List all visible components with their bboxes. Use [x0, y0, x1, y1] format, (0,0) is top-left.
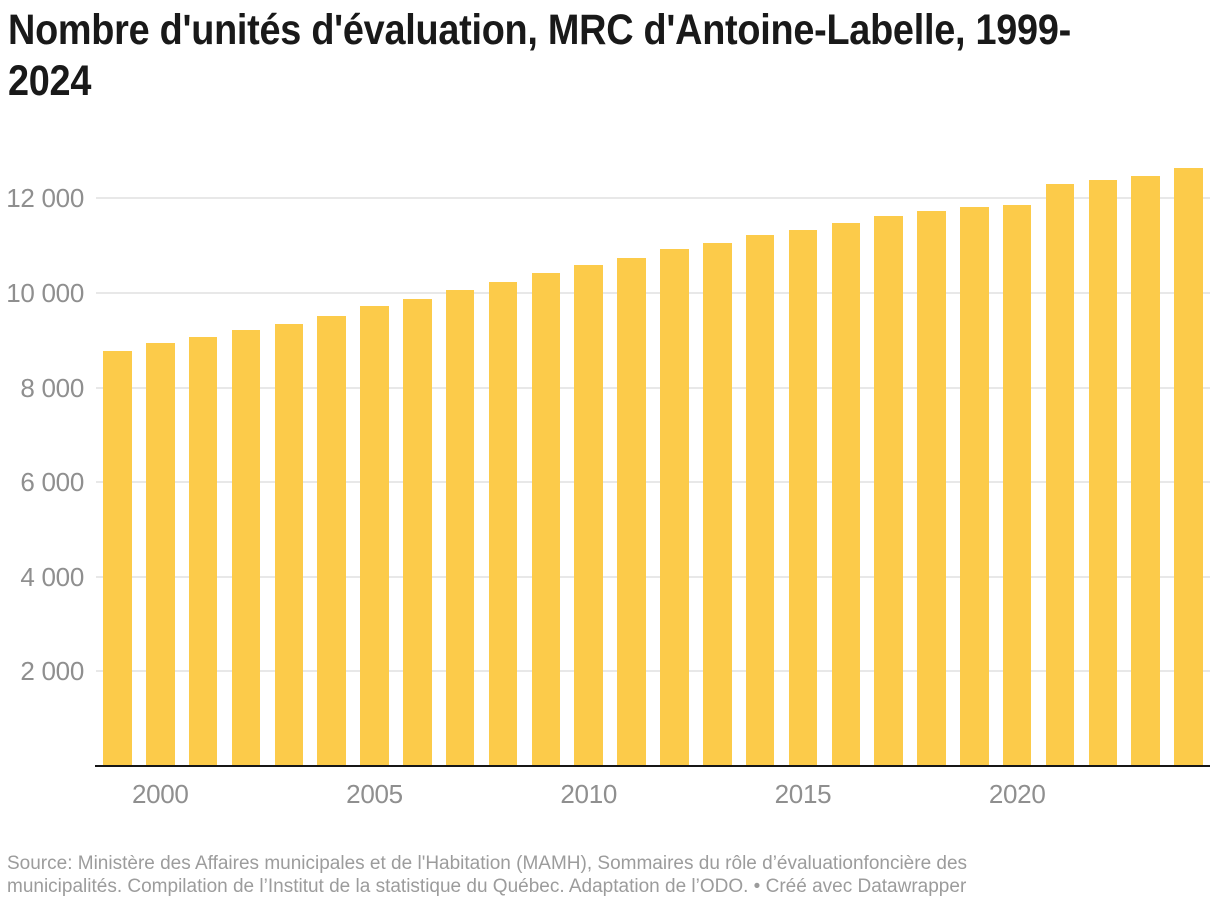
bar-2017[interactable]: [874, 215, 903, 766]
x-axis-tick-label: 2010: [560, 779, 618, 809]
y-axis-tick-label: 10 000: [6, 277, 84, 308]
bar-2014[interactable]: [745, 235, 775, 766]
x-axis-tick-label: 2005: [346, 779, 403, 809]
bar-2012[interactable]: [660, 248, 689, 766]
bar-2007[interactable]: [445, 290, 475, 766]
bar-2011[interactable]: [617, 257, 646, 766]
bar-2018[interactable]: [917, 211, 946, 766]
bar-2005[interactable]: [360, 306, 389, 766]
x-axis-line: [95, 765, 1210, 767]
source-note-line: Source: Ministère des Affaires municipal…: [7, 853, 968, 874]
x-axis-tick-label: 2020: [988, 779, 1046, 809]
chart-title: Nombre d'unités d'évaluation, MRC d'Anto…: [8, 5, 1205, 107]
gridline-12000: [96, 197, 1210, 200]
bar-2020[interactable]: [1002, 204, 1032, 766]
bar-2022[interactable]: [1088, 179, 1118, 766]
chart-title-line: 2024: [8, 57, 92, 105]
bar-1999[interactable]: [103, 351, 132, 766]
x-axis-labels: 2000 2005 2010 2015 2020: [96, 778, 1210, 812]
bar-2015[interactable]: [788, 230, 818, 766]
gridline-8000: [96, 386, 1210, 389]
y-axis-tick-label: 6 000: [20, 467, 84, 498]
y-axis-tick-label: 8 000: [20, 372, 84, 403]
plot-area: [96, 151, 1210, 766]
gridline-10000: [96, 291, 1210, 294]
bar-2010[interactable]: [574, 264, 604, 766]
x-axis-tick-label: 2015: [774, 779, 832, 809]
x-axis-tick-label: 2000: [131, 779, 189, 809]
bar-2009[interactable]: [531, 272, 561, 766]
bar-2023[interactable]: [1131, 175, 1161, 766]
y-axis-tick-label: 12 000: [6, 183, 84, 214]
bar-2002[interactable]: [231, 329, 261, 766]
bar-2024[interactable]: [1174, 167, 1203, 766]
gridline-6000: [96, 481, 1210, 484]
bar-2001[interactable]: [188, 337, 218, 766]
bar-2008[interactable]: [488, 282, 518, 766]
gridline-4000: [96, 575, 1210, 578]
bar-2021[interactable]: [1045, 184, 1075, 766]
bar-2004[interactable]: [317, 315, 346, 766]
bar-2013[interactable]: [702, 242, 732, 766]
source-note-line: municipalités. Compilation de l’Institut…: [7, 876, 967, 897]
bar-2003[interactable]: [274, 323, 304, 766]
bar-2006[interactable]: [403, 299, 432, 766]
bar-2019[interactable]: [960, 207, 989, 766]
y-axis-tick-label: 2 000: [20, 656, 84, 687]
chart-title-line: Nombre d'unités d'évaluation, MRC d'Anto…: [8, 6, 1071, 54]
y-axis-tick-label: 4 000: [20, 561, 84, 592]
source-note: Source: Ministère des Affaires municipal…: [7, 852, 1213, 898]
bar-2016[interactable]: [831, 222, 861, 766]
gridline-2000: [96, 670, 1210, 673]
bar-2000[interactable]: [145, 342, 175, 766]
y-axis-labels: 2 000 4 000 6 000 8 000 10 000 12 000: [0, 151, 84, 766]
